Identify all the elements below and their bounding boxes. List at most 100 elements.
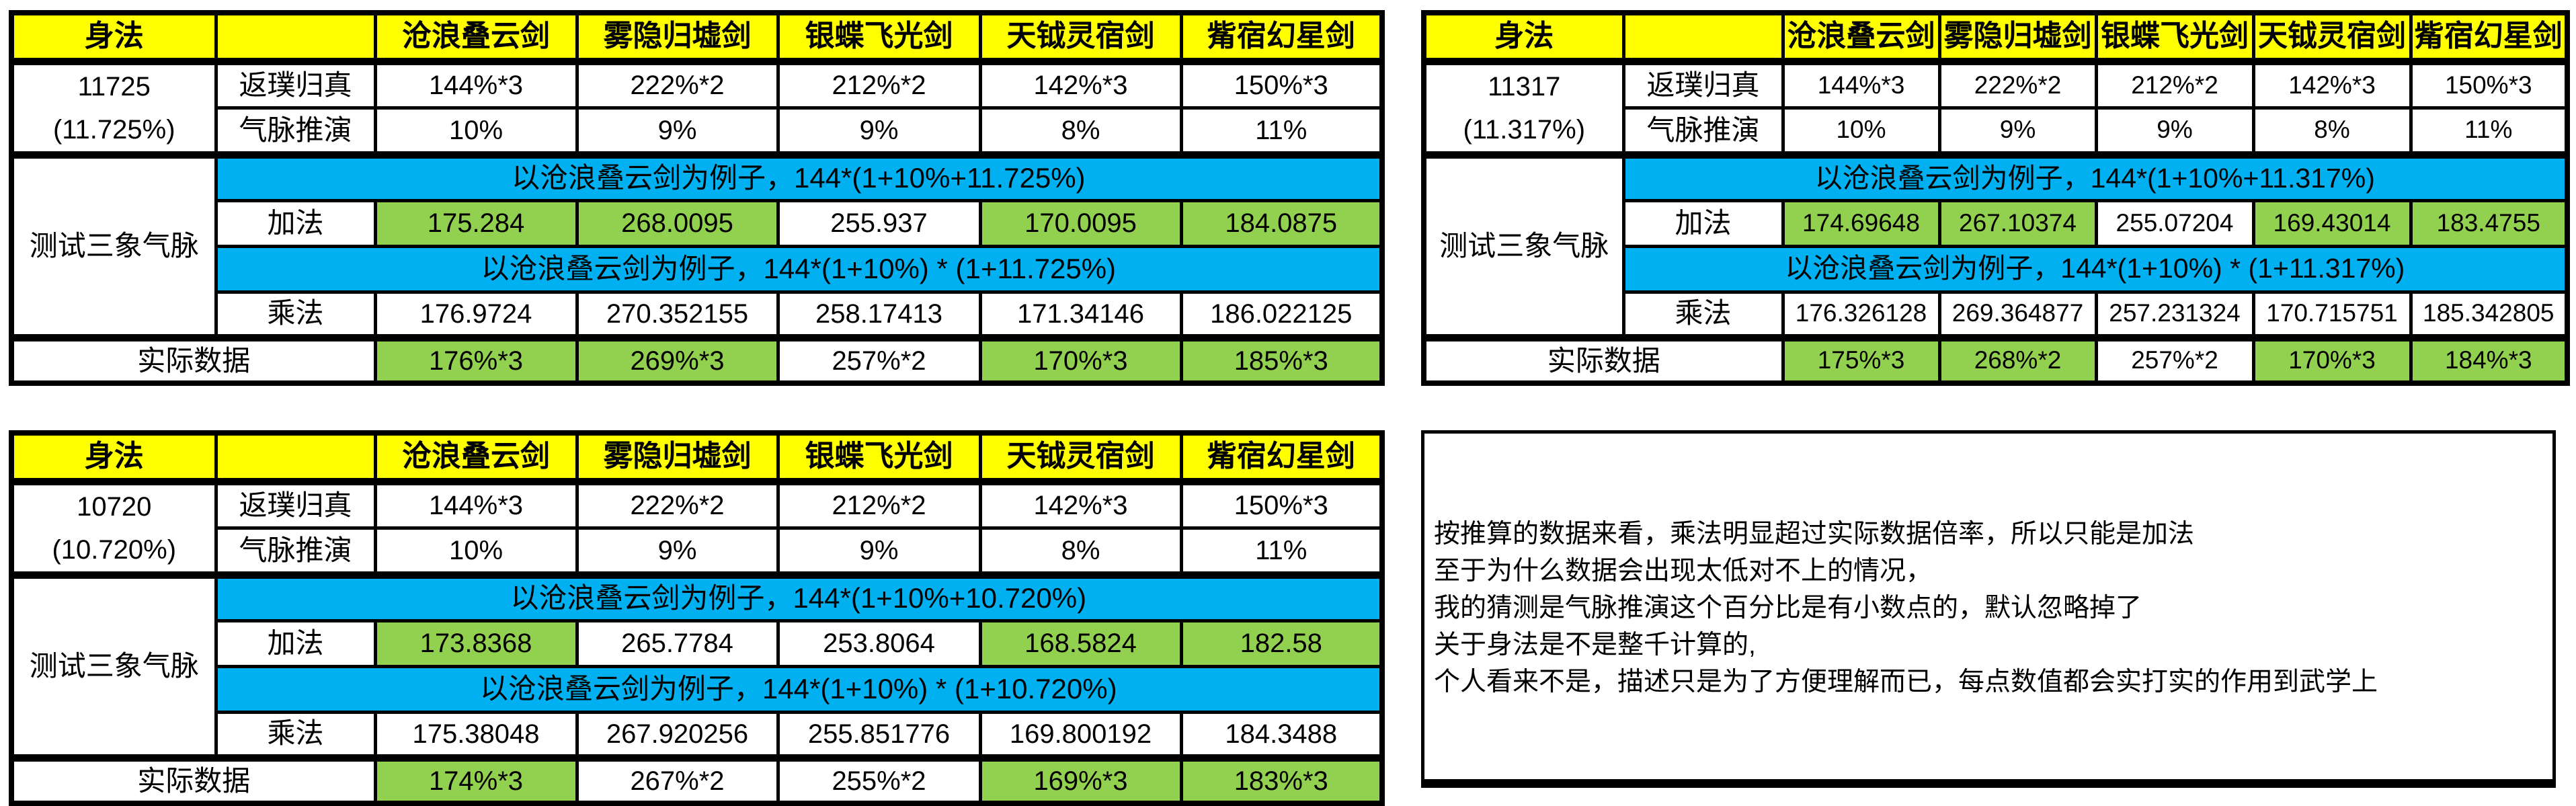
cell: 9% (575, 106, 780, 157)
cell: 169.43014 (2251, 198, 2413, 248)
cell: 144%*3 (373, 59, 579, 110)
cell: 142%*3 (2251, 59, 2413, 110)
blank-header-cell (1621, 11, 1785, 65)
cell: 185.342805 (2409, 290, 2569, 339)
cell: 176%*3 (373, 333, 579, 385)
sword-header: 雾隐归墟剑 (575, 431, 780, 485)
cell: 9% (2094, 106, 2255, 157)
row-label-mul: 乘法 (214, 290, 377, 339)
cell: 184%*3 (2409, 333, 2569, 385)
cell: 150%*3 (1179, 59, 1384, 110)
row-label-test: 测试三象气脉 (9, 571, 218, 760)
cell: 255%*2 (776, 754, 982, 805)
cell: 170%*3 (2251, 333, 2413, 385)
table-agility-11725: 身法 沧浪叠云剑 雾隐归墟剑 银蝶飞光剑 天钺灵宿剑 觜宿幻星剑 11725 (… (9, 10, 1385, 386)
cell: 253.8064 (776, 618, 982, 668)
cell: 257%*2 (776, 333, 982, 385)
row-label-mul: 乘法 (214, 710, 377, 760)
cell: 267.10374 (1937, 198, 2098, 248)
agility-header: 身法 (9, 11, 218, 65)
cell: 175%*3 (1781, 333, 1941, 385)
fanpu-row: 11317 (11.317%) 返璞归真 144%*3 222%*2 212%*… (1422, 59, 2569, 157)
row-label-test: 测试三象气脉 (9, 151, 218, 339)
sword-header: 觜宿幻星剑 (1179, 431, 1384, 485)
blank-header-cell (214, 11, 377, 65)
sword-header: 沧浪叠云剑 (373, 431, 579, 485)
note-line: 按推算的数据来看，乘法明显超过实际数据倍率，所以只能是加法 (1434, 520, 2195, 549)
cell: 183.4755 (2409, 198, 2569, 248)
sword-header: 觜宿幻星剑 (1179, 11, 1384, 65)
mul-row: 乘法 176.9724 270.352155 258.17413 171.341… (11, 290, 1384, 339)
add-row: 加法 175.284 268.0095 255.937 170.0095 184… (11, 198, 1384, 248)
note-line: 至于为什么数据会出现太低对不上的情况， (1434, 557, 1933, 586)
note-line: 个人看来不是，描述只是为了方便理解而已，每点数值都会实打实的作用到武学上 (1434, 668, 2378, 696)
cell: 144%*3 (1781, 59, 1941, 110)
actual-row: 实际数据 176%*3 269%*3 257%*2 170%*3 185%*3 (9, 333, 1384, 385)
header-row: 身法 沧浪叠云剑 雾隐归墟剑 银蝶飞光剑 天钺灵宿剑 觜宿幻星剑 (1422, 11, 2569, 65)
cell: 257.231324 (2094, 290, 2255, 339)
cell: 182.58 (1179, 618, 1384, 668)
cell: 184.0875 (1179, 198, 1384, 248)
row-label-actual: 实际数据 (9, 333, 377, 385)
row-label-actual: 实际数据 (9, 754, 377, 805)
cell: 176.326128 (1781, 290, 1941, 339)
cell: 169%*3 (978, 754, 1183, 805)
sword-header: 银蝶飞光剑 (776, 11, 982, 65)
cell: 11% (2409, 106, 2569, 157)
sword-header: 沧浪叠云剑 (1781, 11, 1941, 65)
cell: 174%*3 (373, 754, 579, 805)
fanpu-row: 10720 (10.720%) 返璞归真 144%*3 222%*2 212%*… (9, 479, 1384, 577)
qimai-row: 气脉推演 10% 9% 9% 8% 11% (11, 106, 1384, 157)
fanpu-row: 11725 (11.725%) 返璞归真 144%*3 222%*2 212%*… (9, 59, 1384, 157)
cell: 267.920256 (575, 710, 780, 760)
agility-percent: (10.720%) (52, 534, 177, 565)
cell: 11% (1179, 526, 1384, 577)
cell: 175.38048 (373, 710, 579, 760)
cell: 169.800192 (978, 710, 1183, 760)
cell: 170%*3 (978, 333, 1183, 385)
header-row: 身法 沧浪叠云剑 雾隐归墟剑 银蝶飞光剑 天钺灵宿剑 觜宿幻星剑 (9, 11, 1384, 65)
cell: 222%*2 (1937, 59, 2098, 110)
cell: 9% (776, 106, 982, 157)
cell: 150%*3 (2409, 59, 2569, 110)
actual-row: 实际数据 175%*3 268%*2 257%*2 170%*3 184%*3 (1422, 333, 2569, 385)
cell: 9% (776, 526, 982, 577)
cell: 10% (1781, 106, 1941, 157)
note-line: 我的猜测是气脉推演这个百分比是有小数点的，默认忽略掉了 (1434, 594, 2142, 622)
cell: 10% (373, 526, 579, 577)
cell: 173.8368 (373, 618, 579, 668)
cell: 267%*2 (575, 754, 780, 805)
sword-header: 沧浪叠云剑 (373, 11, 579, 65)
table-agility-11317: 身法 沧浪叠云剑 雾隐归墟剑 银蝶飞光剑 天钺灵宿剑 觜宿幻星剑 11317 (… (1421, 10, 2570, 386)
formula-add-row: 测试三象气脉 以沧浪叠云剑为例子，144*(1+10%+10.720%) (9, 571, 1384, 760)
cell: 10% (373, 106, 579, 157)
row-label-add: 加法 (214, 618, 377, 668)
sword-header: 天钺灵宿剑 (978, 431, 1183, 485)
row-label-fanpu: 返璞归真 (1621, 59, 1785, 110)
qimai-row: 气脉推演 10% 9% 9% 8% 11% (1424, 106, 2569, 157)
note-line: 关于身法是不是整千计算的, (1434, 631, 1756, 659)
agility-value-cell: 11317 (11.317%) (1422, 59, 1625, 157)
cell: 212%*2 (776, 59, 982, 110)
cell: 11% (1179, 106, 1384, 157)
cell: 255.851776 (776, 710, 982, 760)
cell: 9% (1937, 106, 2098, 157)
cell: 268%*2 (1937, 333, 2098, 385)
row-label-qimai: 气脉推演 (214, 106, 377, 157)
cell: 171.34146 (978, 290, 1183, 339)
add-row: 加法 174.69648 267.10374 255.07204 169.430… (1424, 198, 2569, 248)
formula-mul-banner: 以沧浪叠云剑为例子，144*(1+10%) * (1+11.317%) (1621, 244, 2569, 294)
sword-header: 觜宿幻星剑 (2409, 11, 2569, 65)
row-label-fanpu: 返璞归真 (214, 479, 377, 530)
cell: 257%*2 (2094, 333, 2255, 385)
cell: 176.9724 (373, 290, 579, 339)
cell: 170.0095 (978, 198, 1183, 248)
formula-mul-banner: 以沧浪叠云剑为例子，144*(1+10%) * (1+10.720%) (214, 664, 1384, 714)
agility-value-cell: 11725 (11.725%) (9, 59, 218, 157)
formula-add-row: 测试三象气脉 以沧浪叠云剑为例子，144*(1+10%+11.725%) (9, 151, 1384, 339)
row-label-fanpu: 返璞归真 (214, 59, 377, 110)
mul-row: 乘法 176.326128 269.364877 257.231324 170.… (1424, 290, 2569, 339)
cell: 265.7784 (575, 618, 780, 668)
cell: 8% (978, 106, 1183, 157)
qimai-row: 气脉推演 10% 9% 9% 8% 11% (11, 526, 1384, 577)
